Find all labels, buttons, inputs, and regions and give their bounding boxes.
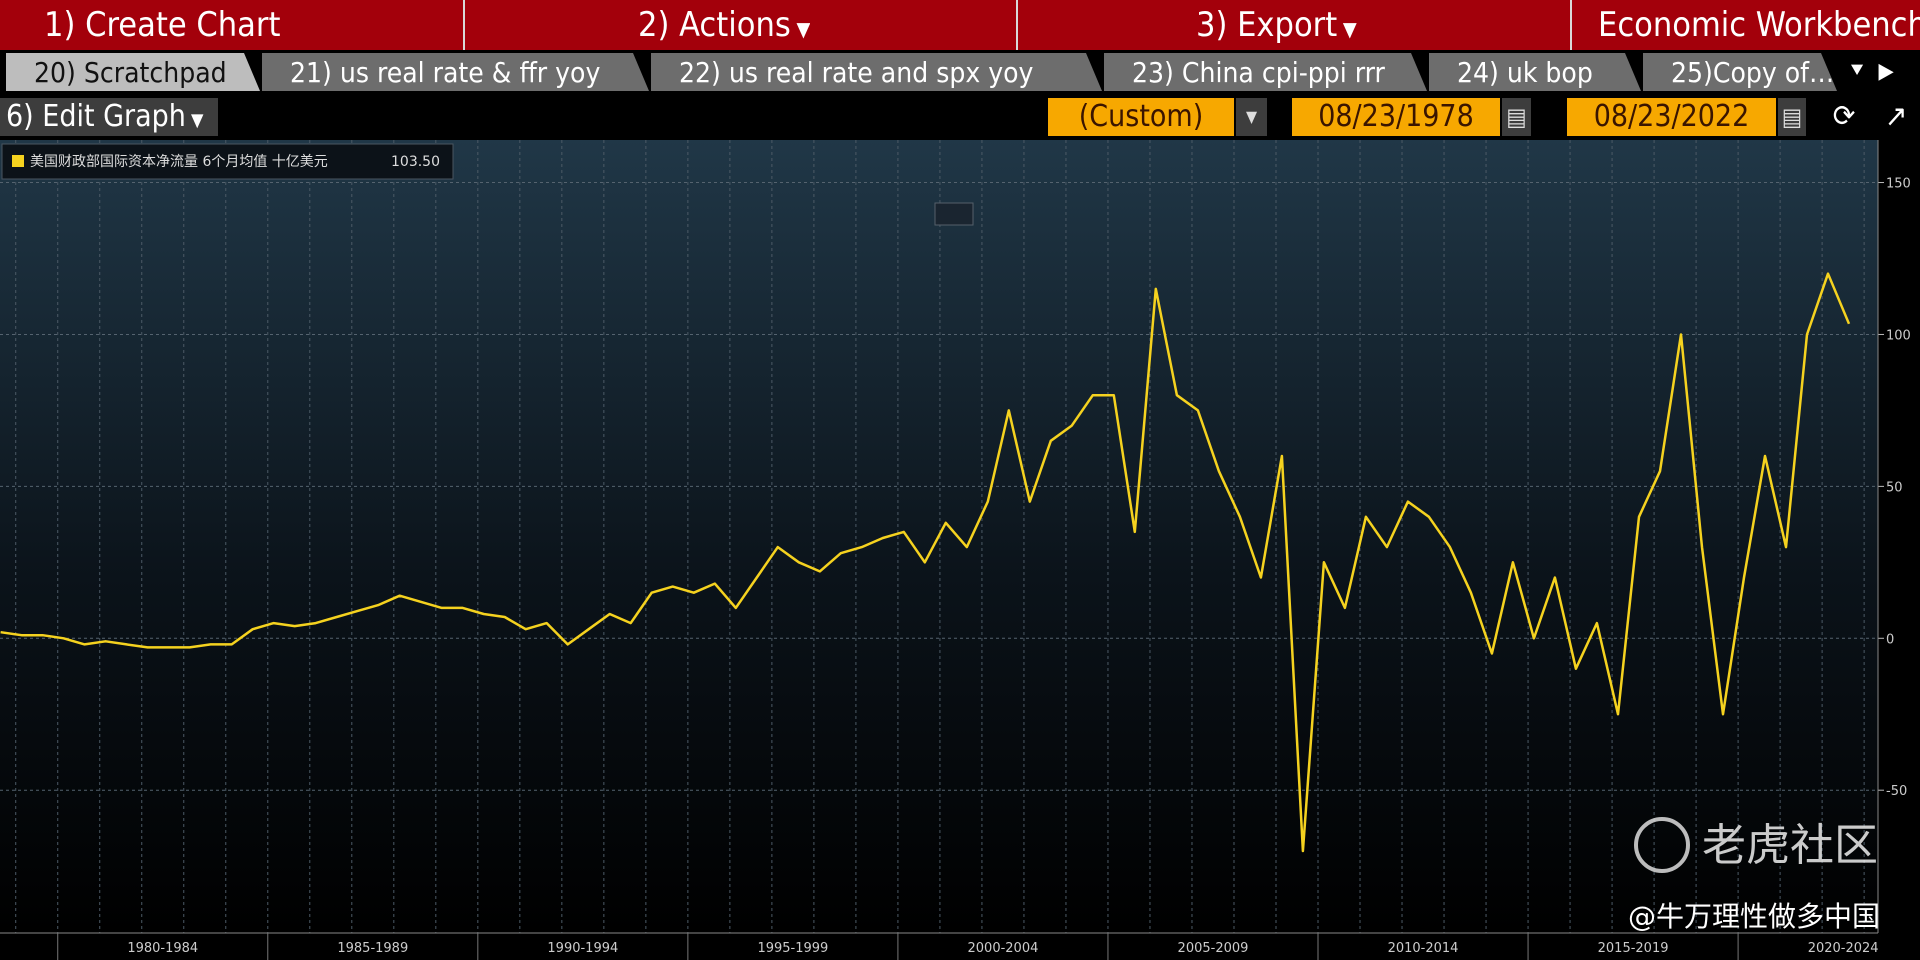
dropdown-arrow: ▼ (185, 110, 204, 131)
start-date-field[interactable]: 08/23/1978 (1292, 98, 1500, 136)
x-tick-label: 2000-2004 (968, 941, 1039, 956)
tab[interactable]: 23) China cpi-ppi rrr (1104, 53, 1427, 91)
x-tick-label: 1995-1999 (757, 941, 828, 956)
edit-graph-label: 6) Edit Graph (6, 99, 186, 134)
y-tick-label: 50 (1886, 480, 1903, 495)
period-dropdown[interactable]: ▼ (1236, 98, 1267, 136)
menu-actions[interactable]: 2) Actions ▼ (638, 0, 810, 50)
dropdown-arrow: ▼ (790, 17, 811, 41)
menu-bar: 1) Create Chart 2) Actions ▼ 3) Export ▼… (0, 0, 1920, 50)
refresh-icon[interactable]: ⟳ (1832, 99, 1856, 134)
menu-separator (1570, 0, 1572, 50)
calendar-icon[interactable]: ▤ (1502, 98, 1531, 136)
tab[interactable]: 24) uk bop (1429, 53, 1641, 91)
grid: -50 0 50 100 150 1980-1984 1985-1989 1990-1994 1… (0, 140, 1911, 960)
y-tick-label: 150 (1886, 177, 1911, 192)
legend-box (1, 143, 454, 180)
chart-type-button[interactable] (934, 202, 974, 226)
y-tick-label: 0 (1886, 632, 1894, 647)
data-line (0, 272, 1851, 853)
tab[interactable]: 20) Scratchpad (6, 53, 260, 91)
menu-export[interactable]: 3) Export ▼ (1196, 0, 1357, 50)
x-tick-label: 2005-2009 (1178, 941, 1249, 956)
tab-scroll[interactable]: ⯆ ▶ (1842, 53, 1920, 91)
menu-actions-label: 2) Actions (638, 5, 791, 45)
x-tick-label: 2015-2019 (1598, 941, 1669, 956)
menu-export-label: 3) Export (1196, 5, 1338, 45)
tab[interactable]: 21) us real rate & ffr yoy (262, 53, 649, 91)
menu-separator (1016, 0, 1018, 50)
menu-create-chart[interactable]: 1) Create Chart (44, 5, 281, 45)
toolbar: 6) Edit Graph ▼ (Custom) ▼ 08/23/1978 ▤ … (0, 92, 1920, 140)
y-tick-label: -50 (1886, 784, 1907, 799)
x-tick-label: 2020-2024 (1808, 941, 1879, 956)
calendar-icon[interactable]: ▤ (1778, 98, 1806, 136)
legend-value: 103.50 (391, 154, 440, 170)
end-date-field[interactable]: 08/23/2022 (1567, 98, 1776, 136)
tab[interactable]: 22) us real rate and spx yoy (651, 53, 1102, 91)
legend-label: 美国财政部国际资本净流量 6个月均值 十亿美元 (30, 154, 328, 170)
tab-bar: 20) Scratchpad 21) us real rate & ffr yo… (0, 50, 1920, 92)
popout-icon[interactable]: ↗ (1884, 99, 1908, 134)
x-tick-label: 2010-2014 (1388, 941, 1459, 956)
menu-title: Economic Workbench (1598, 5, 1920, 45)
y-tick-label: 100 (1886, 328, 1911, 343)
period-field[interactable]: (Custom) (1048, 98, 1234, 136)
tab[interactable]: 25)Copy of… (1643, 53, 1837, 91)
dropdown-arrow: ▼ (1337, 17, 1357, 41)
plot (0, 272, 1851, 853)
menu-separator (463, 0, 465, 50)
chart: -50 0 50 100 150 1980-1984 1985-1989 1990-1994 1… (0, 140, 1911, 960)
watermark: 老虎社区 (1702, 820, 1878, 871)
legend-swatch (12, 155, 24, 167)
x-tick-label: 1985-1989 (337, 941, 408, 956)
watermark-logo (1634, 817, 1690, 873)
watermark-user: @牛万理性做多中国 (1628, 900, 1880, 933)
x-tick-label: 1990-1994 (547, 941, 618, 956)
x-tick-label: 1980-1984 (127, 941, 198, 956)
edit-graph-button[interactable]: 6) Edit Graph ▼ (0, 98, 218, 136)
